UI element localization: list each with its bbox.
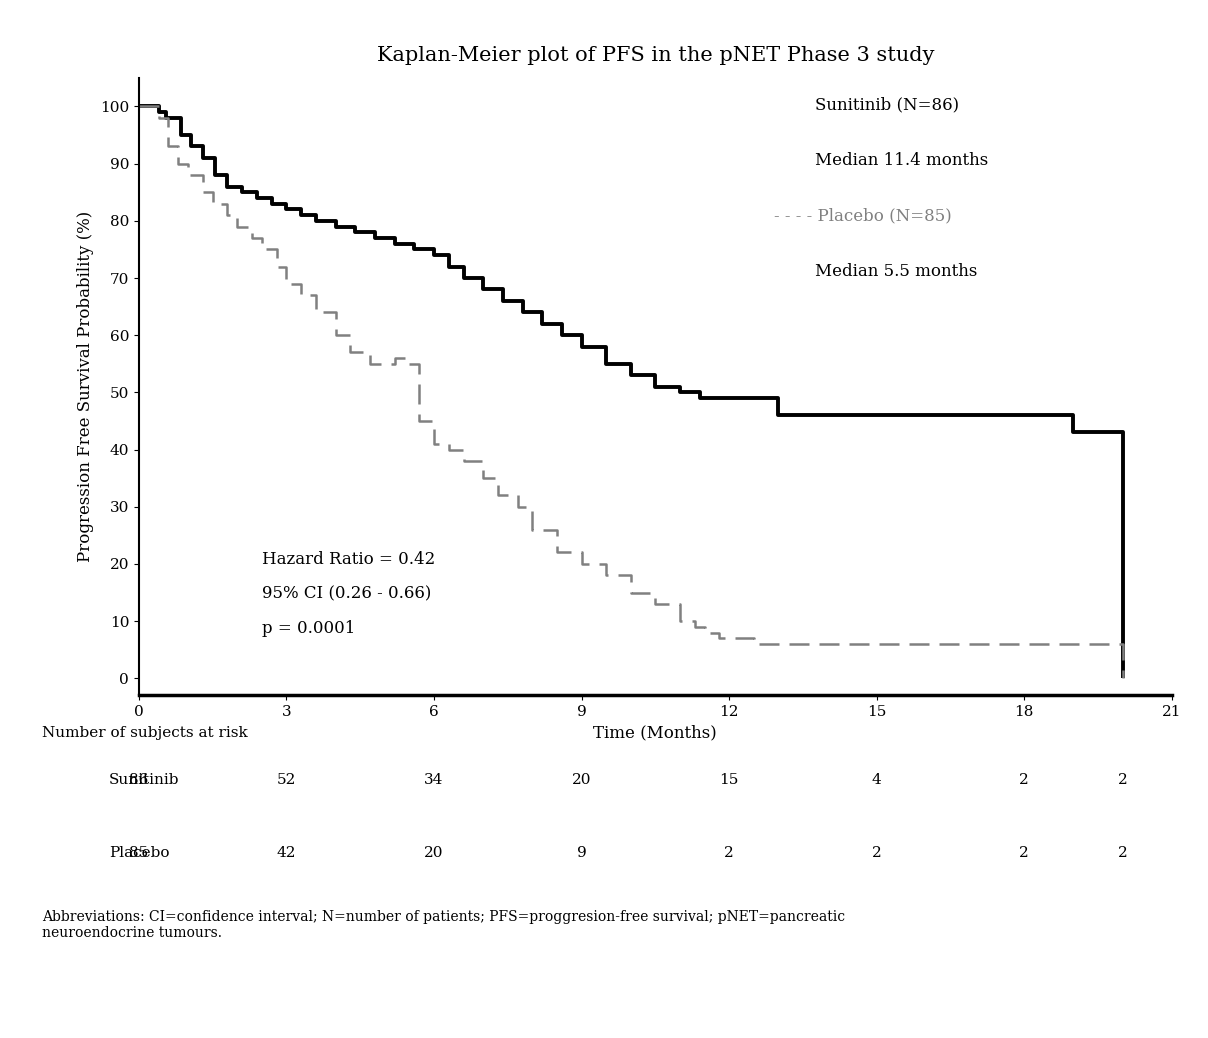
Text: 20: 20 [571,773,591,787]
Text: Median 11.4 months: Median 11.4 months [815,152,988,169]
Text: Placebo: Placebo [109,846,169,859]
Text: 2: 2 [1117,773,1127,787]
Text: 9: 9 [576,846,586,859]
Text: 2: 2 [1020,773,1029,787]
Text: Abbreviations: CI=confidence interval; N=number of patients; PFS=proggresion-fre: Abbreviations: CI=confidence interval; N… [42,909,846,940]
Text: Median 5.5 months: Median 5.5 months [815,263,977,280]
X-axis label: Time (Months): Time (Months) [593,725,718,742]
Text: 42: 42 [277,846,296,859]
Text: 86: 86 [129,773,149,787]
Text: 52: 52 [277,773,296,787]
Text: 2: 2 [725,846,734,859]
Text: 20: 20 [424,846,443,859]
Title: Kaplan-Meier plot of PFS in the pNET Phase 3 study: Kaplan-Meier plot of PFS in the pNET Pha… [377,46,934,65]
Text: Hazard Ratio = 0.42: Hazard Ratio = 0.42 [262,551,435,568]
Y-axis label: Progression Free Survival Probability (%): Progression Free Survival Probability (%… [77,211,94,563]
Text: 85: 85 [129,846,149,859]
Text: 4: 4 [872,773,882,787]
Text: Sunitinib (N=86): Sunitinib (N=86) [815,97,959,113]
Text: - - - - Placebo (N=85): - - - - Placebo (N=85) [774,208,952,224]
Text: Sunitinib: Sunitinib [109,773,179,787]
Text: 2: 2 [1020,846,1029,859]
Text: Number of subjects at risk: Number of subjects at risk [42,726,248,739]
Text: 34: 34 [424,773,443,787]
Text: 2: 2 [872,846,882,859]
Text: 95% CI (0.26 - 0.66): 95% CI (0.26 - 0.66) [262,585,431,602]
Text: 15: 15 [720,773,739,787]
Text: p = 0.0001: p = 0.0001 [262,620,355,636]
Text: 2: 2 [1117,846,1127,859]
